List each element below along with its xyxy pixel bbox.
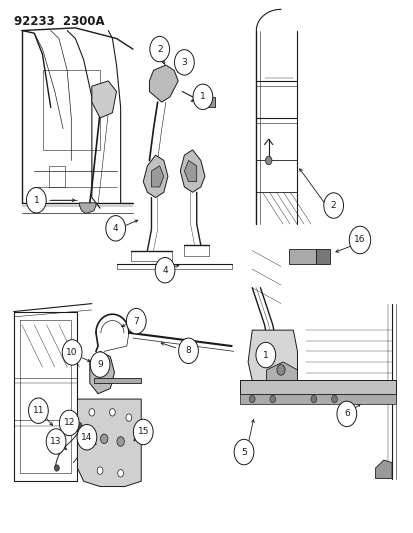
Polygon shape [202,97,215,108]
Circle shape [126,414,131,421]
Circle shape [178,338,198,364]
Circle shape [269,395,275,403]
Text: 1: 1 [199,92,205,101]
Polygon shape [239,381,395,394]
Circle shape [155,257,175,283]
Polygon shape [143,155,168,198]
Circle shape [117,470,123,477]
Circle shape [109,409,115,416]
Circle shape [331,395,337,403]
Text: 14: 14 [81,433,93,442]
Polygon shape [77,399,141,487]
Polygon shape [90,351,114,394]
Polygon shape [315,249,330,264]
Text: 2: 2 [157,45,162,54]
Text: 2: 2 [330,201,336,210]
Circle shape [97,467,103,474]
Circle shape [126,309,146,334]
Polygon shape [79,203,96,214]
Text: 15: 15 [137,427,149,437]
Polygon shape [266,362,297,381]
Polygon shape [94,378,141,383]
Circle shape [100,434,108,443]
Circle shape [90,352,110,377]
Circle shape [174,50,194,75]
Circle shape [255,342,275,368]
Polygon shape [149,65,178,102]
Circle shape [265,156,271,165]
Text: 92233  2300A: 92233 2300A [14,14,104,28]
Circle shape [89,409,95,416]
Polygon shape [180,150,204,192]
Polygon shape [92,81,116,118]
Circle shape [336,401,356,426]
Circle shape [192,84,212,110]
Circle shape [249,395,254,403]
Text: 13: 13 [50,437,62,446]
Text: 1: 1 [33,196,39,205]
Text: 4: 4 [162,266,167,274]
Circle shape [234,439,253,465]
Text: 8: 8 [185,346,191,356]
Text: 7: 7 [133,317,139,326]
Text: 1: 1 [262,351,268,360]
Circle shape [26,188,46,213]
Text: 16: 16 [354,236,365,245]
Text: 10: 10 [66,348,78,357]
Polygon shape [289,249,315,264]
Circle shape [349,226,370,254]
Circle shape [62,340,82,365]
Circle shape [150,36,169,62]
Circle shape [77,424,97,450]
Text: 4: 4 [113,224,118,233]
Circle shape [116,437,124,446]
Circle shape [310,395,316,403]
Text: 6: 6 [343,409,349,418]
Circle shape [46,429,66,454]
Circle shape [276,365,285,375]
Text: 11: 11 [33,406,44,415]
Polygon shape [151,166,164,187]
Text: 3: 3 [181,58,187,67]
Circle shape [28,398,48,423]
Polygon shape [375,460,391,479]
Circle shape [59,410,79,435]
Polygon shape [247,330,297,381]
Circle shape [133,419,153,445]
Circle shape [106,216,125,241]
Circle shape [323,193,343,218]
Circle shape [77,422,82,429]
Polygon shape [239,394,395,405]
Circle shape [54,465,59,471]
Polygon shape [184,160,196,182]
Text: 9: 9 [97,360,103,369]
Text: 12: 12 [64,418,75,427]
Text: 5: 5 [240,448,246,457]
